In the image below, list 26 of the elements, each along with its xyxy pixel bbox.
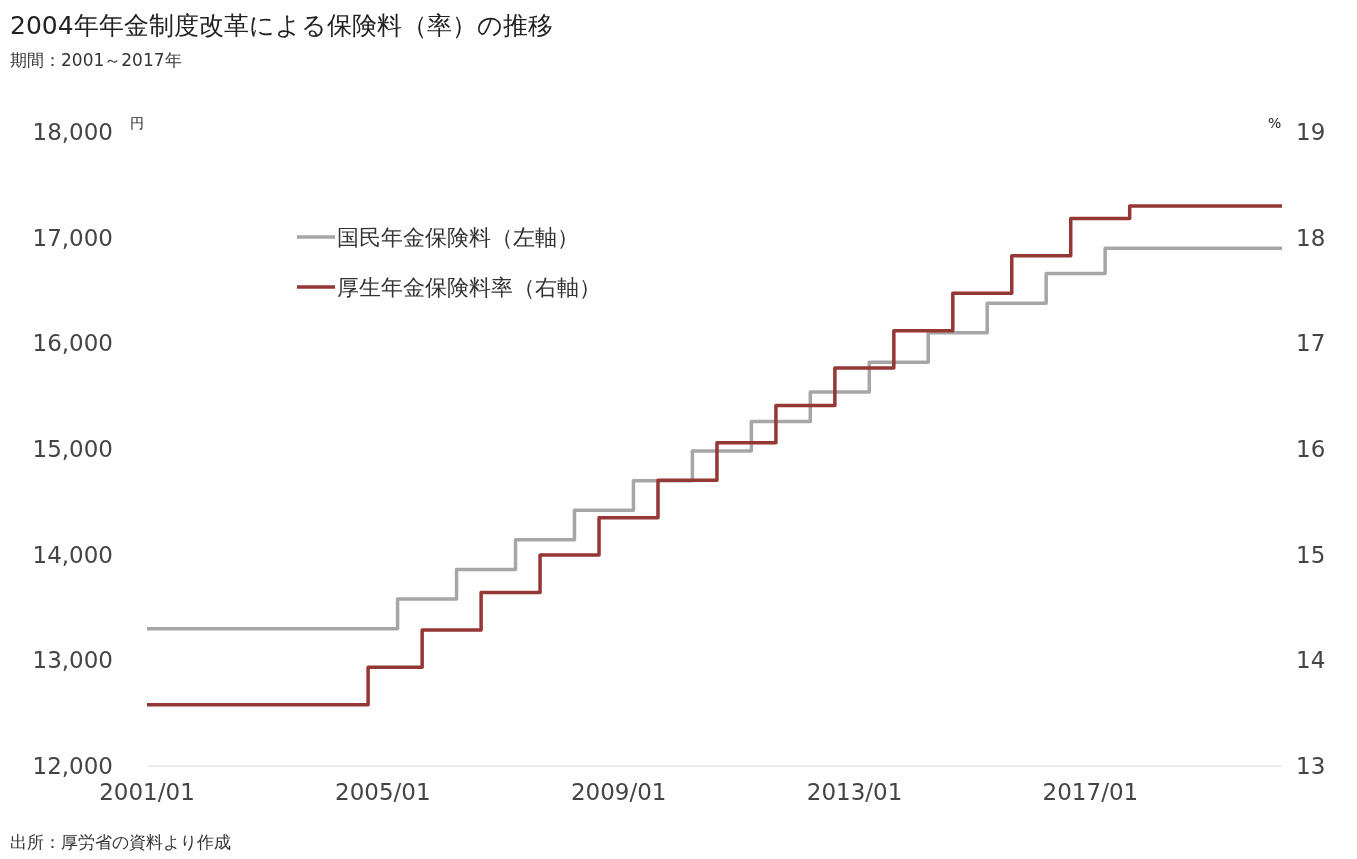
legend-label: 厚生年金保険料率（右軸） bbox=[337, 275, 601, 300]
y-tick-label: 16,000 bbox=[32, 330, 113, 357]
chart-title: 2004年年金制度改革による保険料（率）の推移 bbox=[10, 11, 553, 40]
y-tick-label: 15,000 bbox=[32, 436, 113, 462]
y2-tick-label: 19 bbox=[1296, 119, 1326, 145]
legend-label: 国民年金保険料（左軸） bbox=[337, 225, 579, 250]
x-tick-label: 2005/01 bbox=[335, 779, 431, 805]
y2-tick-label: 15 bbox=[1296, 541, 1326, 568]
x-tick-label: 2017/01 bbox=[1042, 779, 1139, 805]
y2-tick-label: 14 bbox=[1296, 647, 1326, 674]
y-tick-label: 13,000 bbox=[32, 647, 113, 674]
y-tick-label: 12,000 bbox=[32, 753, 113, 779]
y2-tick-label: 17 bbox=[1296, 330, 1326, 357]
x-tick-label: 2009/01 bbox=[570, 779, 667, 805]
y2-tick-label: 18 bbox=[1296, 224, 1326, 251]
y-tick-label: 17,000 bbox=[32, 224, 113, 251]
y-tick-label: 18,000 bbox=[32, 119, 113, 145]
y-axis-title: 円 bbox=[130, 115, 144, 131]
y2-tick-label: 13 bbox=[1296, 753, 1326, 779]
y2-axis-title: % bbox=[1268, 115, 1282, 131]
y2-tick-label: 16 bbox=[1296, 436, 1326, 462]
x-tick-label: 2013/01 bbox=[806, 779, 903, 805]
chart-subtitle: 期間：2001～2017年 bbox=[10, 50, 182, 70]
x-tick-label: 2001/01 bbox=[99, 779, 195, 805]
text: 出所：厚労省の資料より作成 bbox=[10, 832, 231, 852]
y-tick-label: 14,000 bbox=[32, 541, 113, 568]
